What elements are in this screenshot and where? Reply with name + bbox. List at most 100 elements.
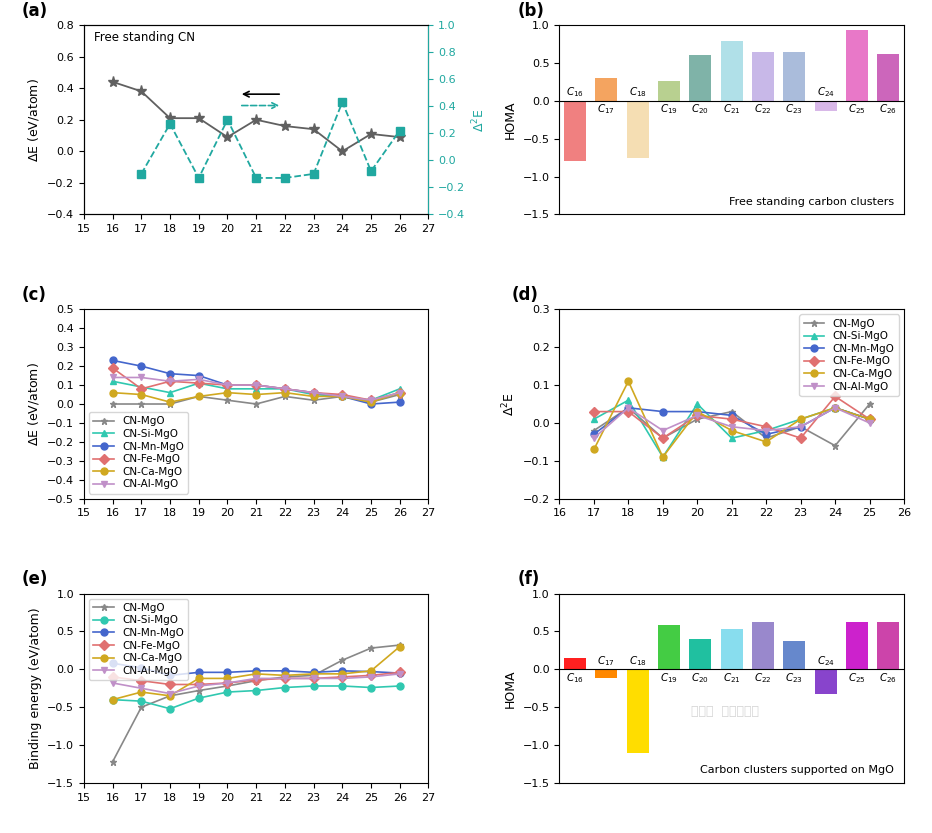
Line: CN-Al-MgO: CN-Al-MgO: [591, 404, 873, 441]
CN-Mn-MgO: [864, 414, 875, 424]
CN-Ca-MgO: [336, 392, 348, 402]
Bar: [784, 52, 805, 101]
CN-Fe-MgO: [692, 411, 703, 421]
CN-Mn-MgO: [795, 421, 806, 431]
CN-Al-MgO: [251, 673, 262, 683]
Bar: [846, 622, 868, 669]
CN-Si-MgO: [623, 395, 634, 405]
CN-Al-MgO: [726, 421, 737, 431]
Bar: [658, 81, 680, 101]
CN-MgO: [829, 441, 841, 451]
CN-Si-MgO: [251, 384, 262, 394]
CN-MgO: [251, 676, 262, 686]
CN-Al-MgO: [336, 392, 348, 402]
CN-Fe-MgO: [164, 377, 175, 387]
CN-Ca-MgO: [394, 387, 405, 397]
CN-Ca-MgO: [251, 669, 262, 679]
Line: CN-Ca-MgO: CN-Ca-MgO: [109, 643, 404, 703]
Y-axis label: Binding energy (eV/atom): Binding energy (eV/atom): [29, 607, 42, 769]
CN-Ca-MgO: [394, 641, 405, 651]
Text: $C_{24}$: $C_{24}$: [816, 654, 835, 668]
Text: $C_{20}$: $C_{20}$: [692, 102, 709, 116]
CN-Ca-MgO: [308, 669, 319, 679]
CN-Mn-MgO: [657, 407, 668, 416]
CN-Al-MgO: [336, 673, 348, 683]
CN-Si-MgO: [308, 681, 319, 691]
CN-Mn-MgO: [251, 380, 262, 390]
CN-Si-MgO: [107, 377, 118, 387]
CN-Si-MgO: [795, 414, 806, 424]
CN-Ca-MgO: [251, 390, 262, 400]
CN-Al-MgO: [222, 678, 233, 688]
CN-Fe-MgO: [193, 378, 204, 388]
CN-Si-MgO: [394, 681, 405, 691]
CN-Mn-MgO: [308, 667, 319, 677]
CN-Ca-MgO: [193, 392, 204, 402]
CN-Al-MgO: [193, 681, 204, 691]
CN-Al-MgO: [692, 411, 703, 421]
CN-Si-MgO: [164, 387, 175, 397]
Line: CN-Si-MgO: CN-Si-MgO: [109, 682, 404, 712]
CN-Si-MgO: [193, 378, 204, 388]
CN-Al-MgO: [136, 372, 147, 382]
CN-MgO: [336, 656, 348, 666]
CN-Mn-MgO: [222, 667, 233, 677]
CN-Al-MgO: [193, 374, 204, 384]
CN-Si-MgO: [829, 403, 841, 413]
CN-Mn-MgO: [222, 380, 233, 390]
CN-MgO: [623, 403, 634, 413]
CN-Mn-MgO: [251, 666, 262, 676]
CN-Al-MgO: [394, 669, 405, 679]
CN-Si-MgO: [164, 704, 175, 714]
CN-Ca-MgO: [107, 695, 118, 705]
CN-Al-MgO: [588, 433, 599, 443]
Line: CN-Ca-MgO: CN-Ca-MgO: [109, 389, 404, 406]
Bar: [627, 669, 649, 753]
Text: $C_{19}$: $C_{19}$: [660, 102, 678, 116]
Text: $C_{19}$: $C_{19}$: [660, 671, 678, 685]
CN-Fe-MgO: [394, 667, 405, 677]
CN-Si-MgO: [761, 426, 772, 436]
CN-Ca-MgO: [692, 407, 703, 416]
Bar: [564, 658, 586, 669]
Line: CN-Si-MgO: CN-Si-MgO: [109, 378, 404, 404]
CN-MgO: [222, 681, 233, 691]
CN-Fe-MgO: [336, 390, 348, 400]
CN-Ca-MgO: [829, 403, 841, 413]
Legend: CN-MgO, CN-Si-MgO, CN-Mn-MgO, CN-Fe-MgO, CN-Ca-MgO, CN-Al-MgO: CN-MgO, CN-Si-MgO, CN-Mn-MgO, CN-Fe-MgO,…: [800, 315, 898, 396]
CN-Fe-MgO: [761, 421, 772, 431]
CN-Ca-MgO: [308, 392, 319, 402]
Y-axis label: $\Delta^2$E: $\Delta^2$E: [500, 392, 517, 416]
CN-Ca-MgO: [657, 452, 668, 462]
CN-MgO: [657, 433, 668, 443]
Line: CN-Mn-MgO: CN-Mn-MgO: [591, 404, 873, 438]
CN-Mn-MgO: [623, 403, 634, 413]
Y-axis label: $\Delta$E (eV/atom): $\Delta$E (eV/atom): [26, 362, 42, 446]
CN-MgO: [280, 672, 291, 682]
CN-Fe-MgO: [251, 380, 262, 390]
CN-Ca-MgO: [336, 669, 348, 679]
CN-Mn-MgO: [365, 666, 377, 676]
CN-Si-MgO: [692, 399, 703, 409]
CN-MgO: [726, 407, 737, 416]
CN-MgO: [864, 399, 875, 409]
CN-Mn-MgO: [136, 362, 147, 372]
CN-Al-MgO: [365, 395, 377, 405]
CN-MgO: [280, 392, 291, 402]
CN-Si-MgO: [308, 390, 319, 400]
CN-Si-MgO: [336, 392, 348, 402]
CN-MgO: [251, 399, 262, 409]
CN-Mn-MgO: [394, 668, 405, 678]
CN-Al-MgO: [761, 426, 772, 436]
Line: CN-Al-MgO: CN-Al-MgO: [109, 671, 404, 697]
CN-Si-MgO: [222, 384, 233, 394]
CN-Ca-MgO: [280, 387, 291, 397]
CN-Al-MgO: [308, 673, 319, 683]
Text: (b): (b): [518, 2, 545, 19]
Text: $C_{16}$: $C_{16}$: [566, 86, 584, 99]
CN-Al-MgO: [280, 673, 291, 683]
Bar: [720, 629, 743, 669]
CN-MgO: [164, 399, 175, 409]
Line: CN-Fe-MgO: CN-Fe-MgO: [591, 393, 873, 441]
CN-Si-MgO: [336, 681, 348, 691]
